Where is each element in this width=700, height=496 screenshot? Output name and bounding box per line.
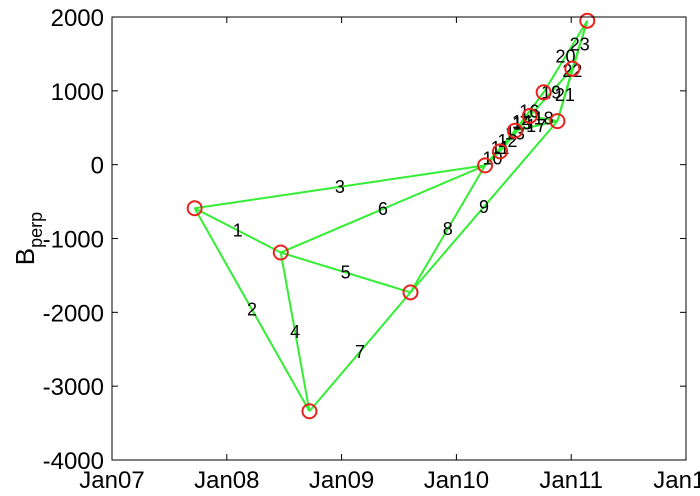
nodes-layer <box>186 12 596 420</box>
ticks-layer <box>111 16 687 461</box>
x-tick-label: Jan10 <box>424 467 489 494</box>
edge-8 <box>409 164 486 293</box>
edge-label-16: 16 <box>519 102 539 122</box>
edge-7 <box>308 291 412 412</box>
edge-label-9: 9 <box>479 197 489 217</box>
node-C <box>301 403 318 420</box>
edge-label-13: 13 <box>505 124 525 144</box>
y-tick-label: 1000 <box>51 79 104 106</box>
y-tick-label: -2000 <box>43 300 104 327</box>
node-H <box>521 107 538 124</box>
edge-20 <box>542 20 589 93</box>
edge-3 <box>194 164 486 210</box>
edge-label-15: 15 <box>512 113 532 133</box>
edge-label-21: 21 <box>555 85 575 105</box>
x-tick-label: Jan09 <box>309 467 374 494</box>
edge-label-11: 11 <box>491 138 510 158</box>
edge-label-23: 23 <box>570 35 590 55</box>
x-tick-label: Jan07 <box>79 467 144 494</box>
edge-2 <box>193 207 311 412</box>
y-tick-label: 0 <box>91 153 104 180</box>
edge-23 <box>571 20 589 69</box>
edge-label-10: 10 <box>483 148 503 168</box>
plot-frame <box>111 16 687 461</box>
edge-label-7: 7 <box>355 342 365 362</box>
y-tick-label: 2000 <box>51 5 104 32</box>
edge-label-17: 17 <box>526 116 546 136</box>
node-K <box>564 60 581 77</box>
y-tick-label: -3000 <box>43 374 104 401</box>
edge-label-12: 12 <box>497 131 517 151</box>
y-tick-label: -1000 <box>43 227 104 254</box>
edge-label-4: 4 <box>290 322 300 342</box>
x-tick-label: Jan11 <box>539 467 603 494</box>
edge-label-8: 8 <box>443 219 453 239</box>
edge-label-6: 6 <box>378 199 388 219</box>
edge-4 <box>279 252 311 412</box>
edge-label-18: 18 <box>534 109 554 129</box>
edge-label-2: 2 <box>247 300 257 320</box>
edge-18 <box>529 114 558 123</box>
y-axis-label-subscript: perp <box>26 212 46 248</box>
edge-5 <box>280 251 411 294</box>
node-B <box>272 244 289 261</box>
edge-label-5: 5 <box>341 262 351 282</box>
node-D <box>402 284 419 301</box>
edge-1 <box>194 207 282 254</box>
node-A <box>186 200 203 217</box>
node-L <box>579 12 596 29</box>
edge-label-14: 14 <box>512 112 532 132</box>
edge-9 <box>409 120 559 294</box>
node-I <box>535 84 552 101</box>
node-F <box>492 143 509 160</box>
y-axis-label-main: B <box>10 248 40 265</box>
edge-label-1: 1 <box>233 220 243 240</box>
edges-layer <box>193 20 589 412</box>
node-E <box>477 157 494 174</box>
edge-label-3: 3 <box>335 177 345 197</box>
x-tick-label: Jan08 <box>194 467 259 494</box>
y-axis-label: Bperp <box>10 212 46 265</box>
node-G <box>506 122 523 139</box>
y-tick-label: -4000 <box>43 448 104 475</box>
edge-6 <box>280 164 486 254</box>
edge-label-22: 22 <box>562 61 582 81</box>
node-J <box>549 113 566 130</box>
